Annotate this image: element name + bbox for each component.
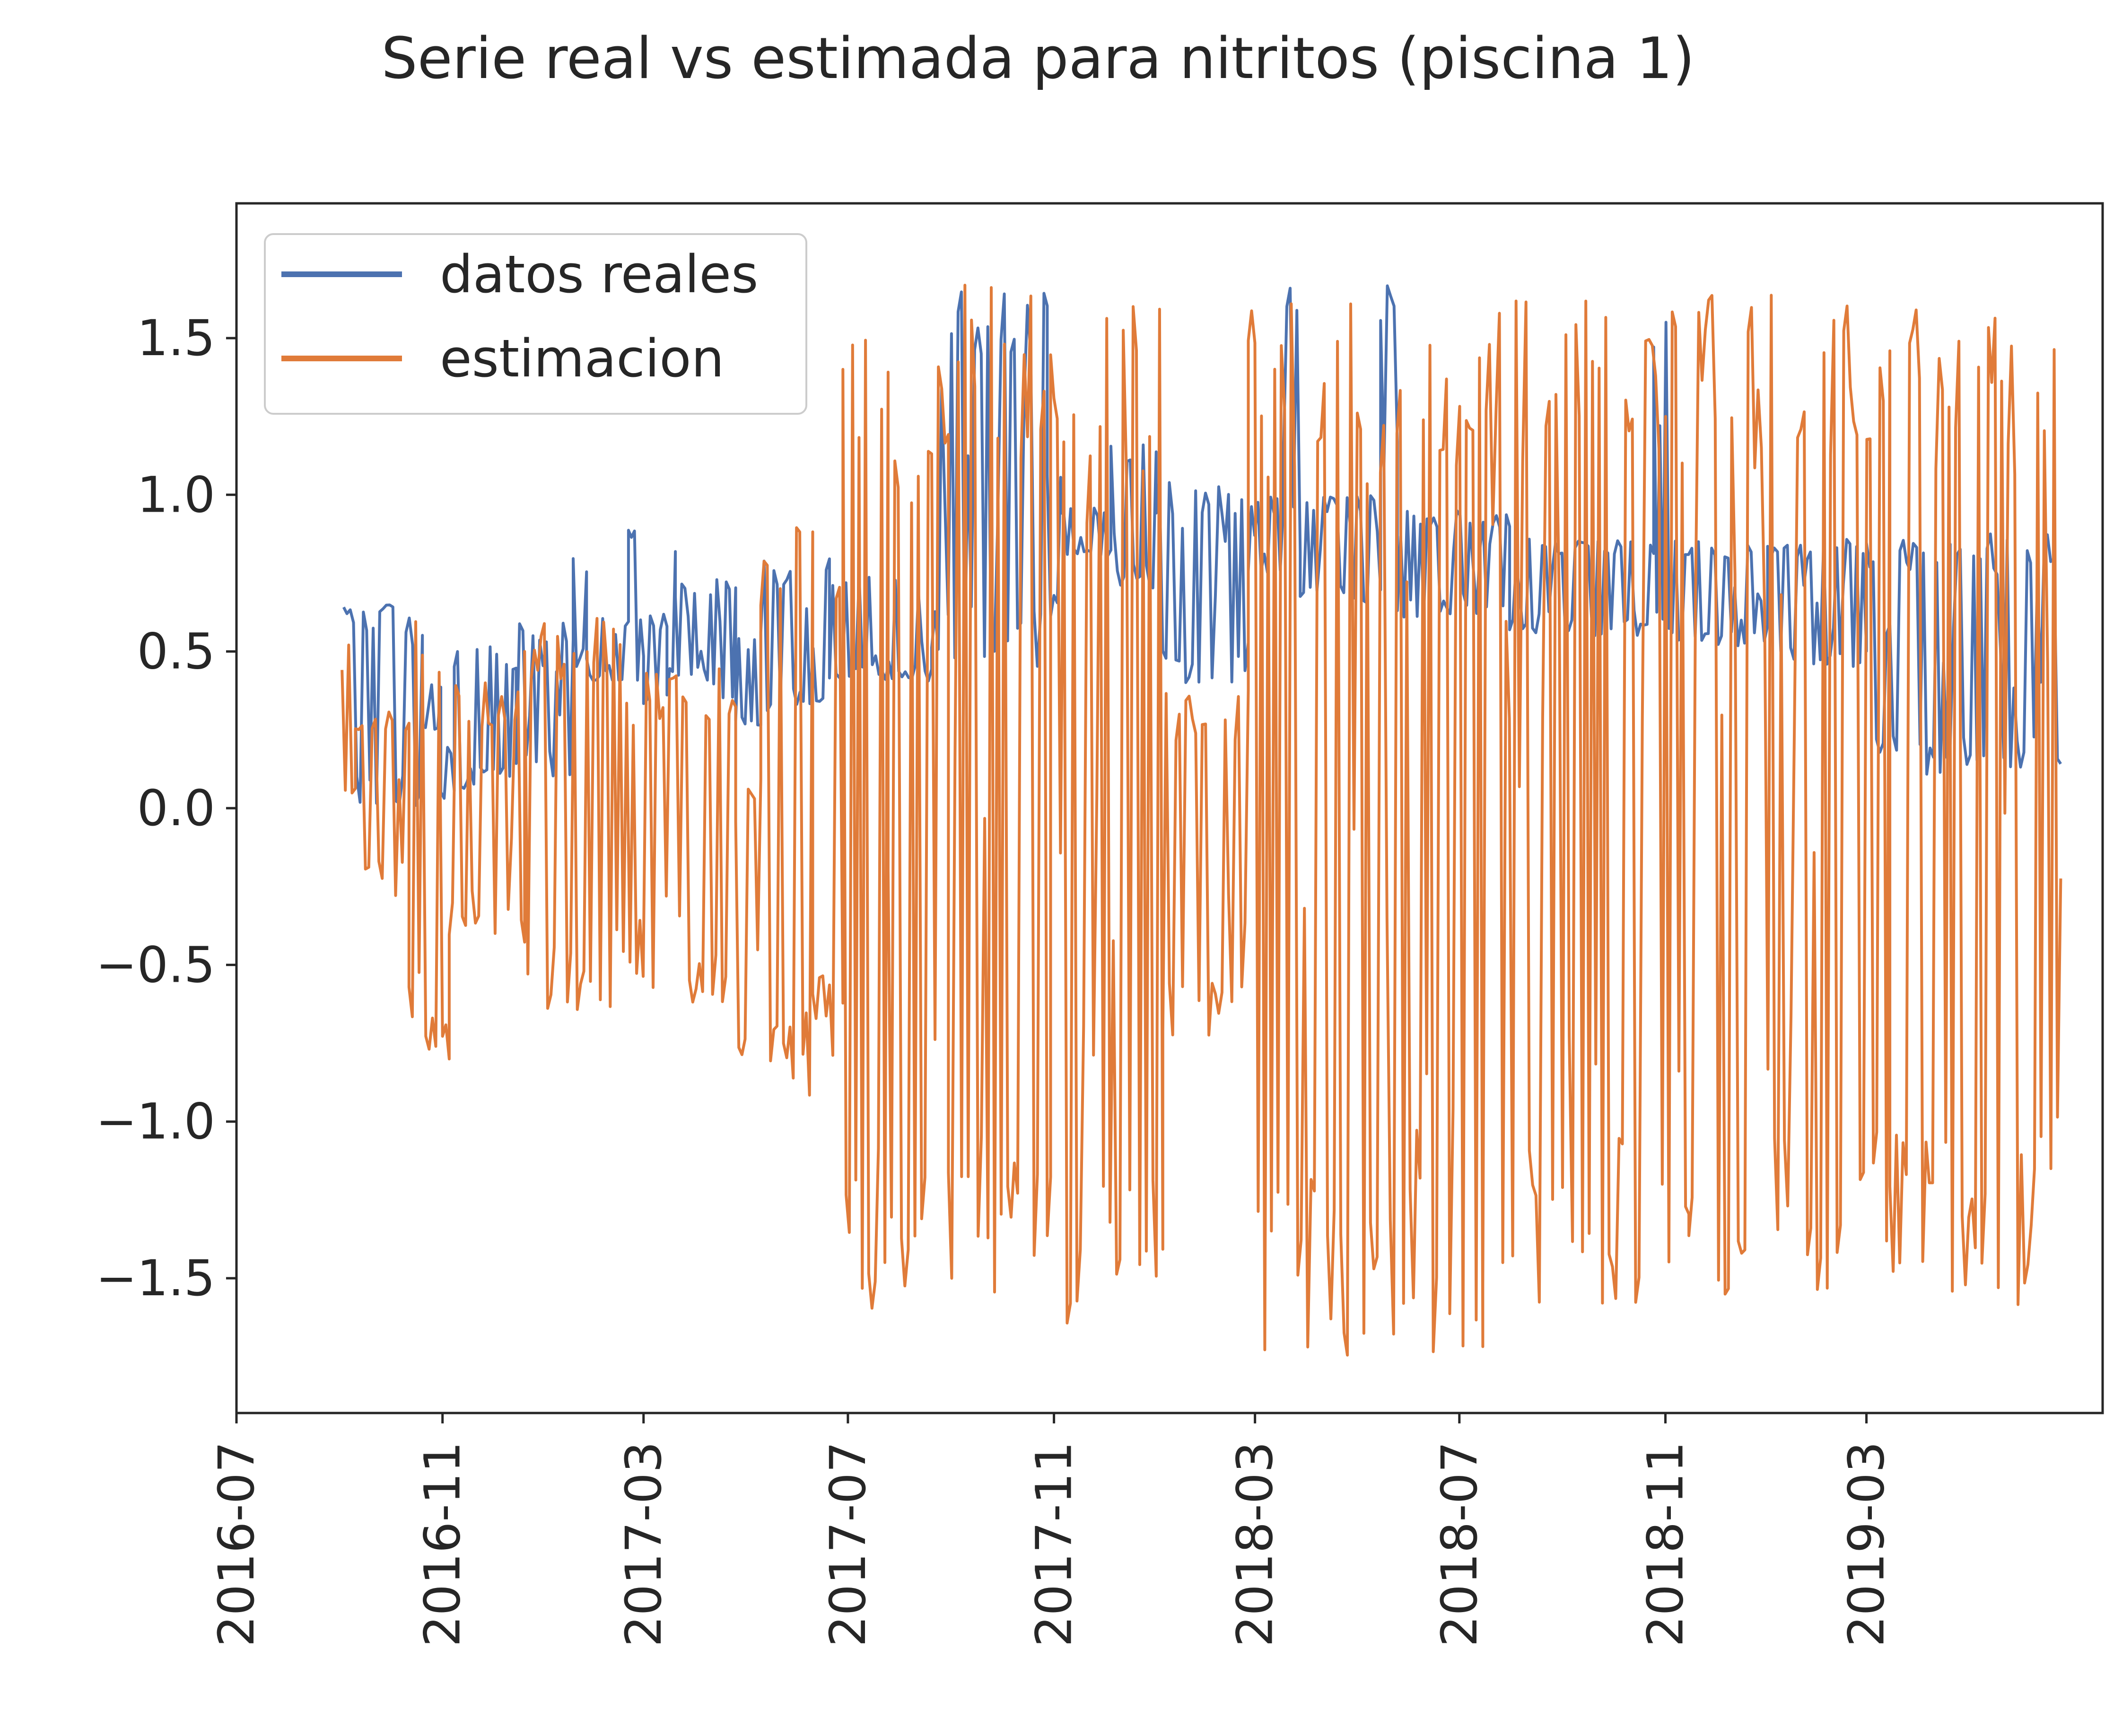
x-tick-label: 2018-11 [1637,1441,1694,1647]
y-tick-label: 0.0 [137,779,215,837]
x-tick-label: 2019-03 [1838,1441,1895,1647]
x-axis: 2016-07 2016-11 2017-03 2017-07 2017-11 2018-… [208,1413,1895,1647]
y-axis: 1.5 1.0 0.5 0.0 −0.5 −1.0 −1.5 [96,309,236,1307]
legend-label-datos-reales: datos reales [440,244,758,305]
series-layer [341,284,2062,1357]
y-tick-label: −1.5 [96,1249,215,1307]
x-tick-label: 2018-07 [1431,1441,1488,1647]
x-tick-label: 2017-11 [1025,1441,1083,1647]
x-tick-label: 2016-07 [208,1441,265,1647]
y-tick-label: −0.5 [96,936,215,994]
y-tick-label: 1.0 [137,466,215,523]
legend-label-estimacion: estimacion [440,328,724,389]
chart-title: Serie real vs estimada para nitritos (pi… [382,26,1695,92]
x-tick-label: 2018-03 [1226,1441,1284,1647]
y-tick-label: −1.0 [96,1093,215,1151]
series-line-estimacion [341,284,2062,1357]
x-tick-label: 2016-11 [414,1441,472,1647]
legend-box [264,233,807,415]
x-tick-label: 2017-07 [819,1441,877,1647]
x-tick-label: 2017-03 [615,1441,673,1647]
legend: datos reales estimacion [264,233,807,415]
y-tick-label: 0.5 [137,623,215,680]
y-tick-label: 1.5 [137,309,215,367]
